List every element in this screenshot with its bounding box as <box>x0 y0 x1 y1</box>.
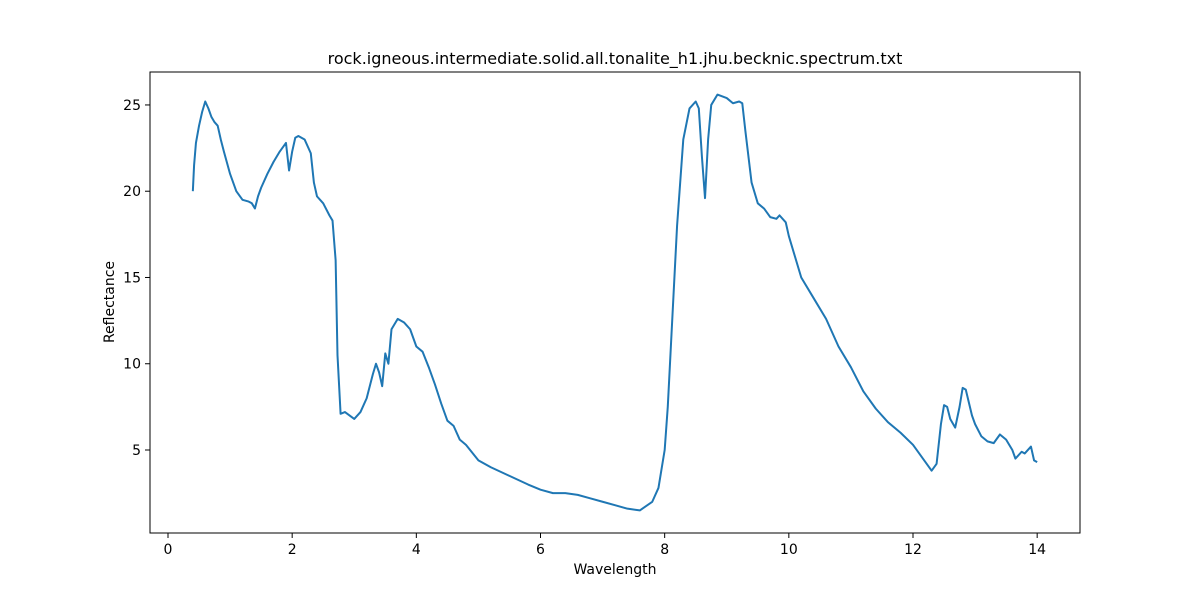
x-tick-label: 14 <box>1028 542 1046 558</box>
y-tick-label: 20 <box>123 184 141 200</box>
x-tick-label: 12 <box>904 542 922 558</box>
y-tick-label: 5 <box>132 443 141 459</box>
plot-frame <box>149 71 1081 534</box>
chart-title: rock.igneous.intermediate.solid.all.tona… <box>328 49 903 69</box>
x-tick-label: 2 <box>288 542 297 558</box>
x-tick-label: 0 <box>164 542 173 558</box>
x-tick-label: 8 <box>660 542 669 558</box>
spectrum-line <box>191 93 1038 512</box>
x-tick-label: 4 <box>412 542 421 558</box>
x-tick-label: 10 <box>780 542 798 558</box>
y-axis-label: Reflectance <box>102 261 118 343</box>
y-tick-label: 25 <box>123 98 141 114</box>
x-tick-label: 6 <box>536 542 545 558</box>
y-tick-label: 15 <box>123 270 141 286</box>
x-axis-label: Wavelength <box>573 562 656 578</box>
y-tick-label: 10 <box>123 357 141 373</box>
